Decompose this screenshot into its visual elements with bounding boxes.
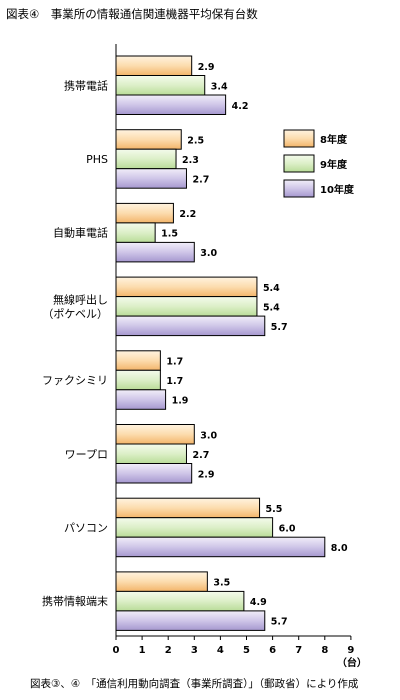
value-label: 2.5 — [187, 135, 204, 146]
value-label: 2.9 — [198, 62, 215, 73]
value-label: 2.3 — [182, 155, 199, 166]
bar-8年度 — [115, 497, 261, 519]
category-label: 携帯情報端末 — [42, 594, 108, 608]
value-label: 3.5 — [213, 578, 230, 589]
legend-swatch-8年度 — [283, 129, 315, 148]
x-tick-label: 8 — [321, 645, 328, 656]
value-label: 4.9 — [250, 597, 267, 608]
chart-source-note: 図表③、④ 「通信利用動向調査（事業所調査）」（郵政省）により作成 — [30, 678, 359, 690]
x-tick-label: 0 — [113, 645, 120, 656]
x-tick-label: 1 — [139, 645, 146, 656]
value-label: 4.2 — [232, 101, 249, 112]
bar-9年度 — [115, 222, 156, 243]
bar-9年度 — [115, 517, 274, 538]
value-label: 2.2 — [179, 209, 196, 220]
category-label: PHS — [86, 153, 108, 166]
bar-8年度 — [115, 571, 208, 592]
category-label: ワープロ — [65, 448, 108, 461]
x-unit-label: （台） — [337, 656, 367, 669]
bar-10年度 — [115, 536, 326, 558]
bar-10年度 — [115, 94, 227, 115]
bar-8年度 — [115, 276, 258, 298]
x-tick-label: 4 — [217, 645, 224, 656]
value-label: 1.7 — [166, 376, 183, 387]
x-tick-label: 5 — [243, 645, 250, 656]
value-label: 2.7 — [192, 450, 209, 461]
value-label: 5.7 — [271, 322, 288, 333]
value-label: 3.0 — [200, 430, 217, 441]
bar-8年度 — [115, 350, 161, 371]
bar-10年度 — [115, 241, 195, 263]
category-label: パソコン — [64, 521, 108, 534]
bar-10年度 — [115, 389, 167, 410]
x-tick-label: 3 — [191, 645, 198, 656]
value-label: 6.0 — [279, 523, 296, 534]
value-label: 1.9 — [172, 396, 189, 407]
value-label: 5.4 — [263, 283, 280, 294]
bar-9年度 — [115, 590, 245, 612]
category-label: 無線呼出し（ポケベル） — [42, 292, 108, 320]
value-label: 5.4 — [263, 302, 280, 313]
value-label: 1.5 — [161, 229, 178, 240]
value-label: 3.4 — [211, 81, 228, 92]
bar-10年度 — [115, 463, 193, 484]
legend-label: 10年度 — [320, 183, 355, 196]
legend-swatch-9年度 — [283, 154, 315, 173]
bar-8年度 — [115, 129, 182, 150]
bar-10年度 — [115, 168, 187, 189]
category-label: 自動車電話 — [53, 226, 108, 240]
bar-9年度 — [115, 296, 258, 317]
bar-10年度 — [115, 610, 266, 631]
legend-label: 9年度 — [320, 158, 348, 171]
bar-9年度 — [115, 148, 177, 170]
value-label: 1.7 — [166, 357, 183, 368]
chart-title: 図表④ 事業所の情報通信関連機器平均保有台数 — [6, 7, 258, 21]
bar-8年度 — [115, 202, 174, 224]
value-label: 2.7 — [192, 174, 209, 185]
legend-label: 8年度 — [320, 133, 348, 146]
x-tick-label: 7 — [295, 645, 302, 656]
category-label: 携帯電話 — [64, 78, 108, 92]
x-tick-label: 2 — [165, 645, 172, 656]
bar-9年度 — [115, 443, 187, 464]
x-tick-label: 6 — [269, 645, 276, 656]
bar-10年度 — [115, 315, 266, 337]
value-label: 5.5 — [266, 504, 283, 515]
x-tick-label: 9 — [347, 645, 354, 656]
value-label: 5.7 — [271, 617, 288, 628]
bar-9年度 — [115, 369, 161, 391]
bar-8年度 — [115, 55, 193, 76]
value-label: 2.9 — [198, 469, 215, 480]
bar-9年度 — [115, 75, 206, 96]
value-label: 8.0 — [331, 543, 348, 554]
category-label: ファクシミリ — [42, 374, 108, 387]
value-label: 3.0 — [200, 248, 217, 259]
legend-swatch-10年度 — [283, 179, 315, 198]
bar-8年度 — [115, 424, 195, 445]
